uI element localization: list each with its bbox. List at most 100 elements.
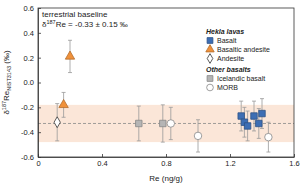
y-title-part: NIST3143: [6, 66, 12, 91]
y-title-part: 187: [1, 101, 7, 110]
error-cap: [257, 108, 261, 109]
point: [167, 120, 174, 127]
tick: 0.4: [97, 154, 107, 168]
error-cap: [266, 122, 270, 123]
tick: -0.4: [21, 128, 41, 137]
tick-mark: [294, 154, 295, 157]
error-cap: [55, 103, 59, 104]
tick-mark: [38, 83, 41, 84]
error-cap: [239, 101, 243, 102]
legend-marker: [206, 45, 214, 52]
tick-mark: [166, 154, 167, 157]
error-cap: [55, 140, 59, 141]
tick-mark: [38, 8, 41, 9]
error-cap: [252, 130, 256, 131]
error-cap: [196, 152, 200, 153]
legend-marker: [207, 54, 213, 64]
point: [265, 133, 272, 140]
chart: 0 0.4 0.8 1.2 1.6 -0.6 -0.4 -0.2 0.0 0.2 0.4 0.6 Re …: [0, 0, 300, 185]
x-axis: 0 0.4 0.8 1.2 1.6: [36, 154, 299, 168]
legend-label: Icelandic basalt: [217, 75, 265, 82]
error-cap: [169, 139, 173, 140]
error-cap: [161, 104, 165, 105]
tick: 0.4: [24, 29, 41, 38]
error-cap: [68, 72, 72, 73]
tick-mark: [38, 107, 41, 108]
tick-mark: [230, 154, 231, 157]
y-title-part: Re: [2, 90, 11, 101]
error-cap: [137, 140, 141, 141]
error-cap: [242, 107, 246, 108]
tick: -0.6: [21, 153, 41, 162]
plot-frame: [38, 8, 294, 157]
point: [54, 117, 60, 128]
error-cap: [239, 130, 243, 131]
tick: -0.2: [21, 103, 41, 112]
tick: 1.2: [225, 154, 235, 168]
annotation-part: 187: [46, 19, 55, 25]
tick-label: 1.6: [289, 159, 299, 168]
tick-label: -0.2: [21, 103, 34, 112]
point: [136, 120, 142, 126]
baseline-band: [38, 105, 294, 142]
error-cap: [196, 119, 200, 120]
error-cap: [62, 92, 66, 93]
legend-marker: [207, 84, 214, 91]
error-cap: [260, 98, 264, 99]
error-cap: [137, 106, 141, 107]
point: [65, 51, 74, 59]
annotation: terrestrial baseline: [42, 10, 108, 19]
tick-label: -0.4: [21, 128, 34, 137]
tick-label: 0.4: [97, 159, 107, 168]
annotation-part: Re = -0.33 ± 0.15 ‰: [56, 20, 128, 29]
legend: Hekla lavasBasaltBasaltic andesiteAndesi…: [206, 28, 270, 91]
legend-heading: Hekla lavas: [206, 28, 244, 35]
legend-label: Andesite: [217, 55, 244, 62]
error-cap: [62, 117, 66, 118]
error-cap: [260, 128, 264, 129]
legend-label: MORB: [217, 84, 238, 91]
point: [59, 99, 68, 107]
tick: 0.6: [24, 4, 41, 13]
error-cap: [68, 40, 72, 41]
tick-mark: [102, 154, 103, 157]
tick-mark: [38, 33, 41, 34]
tick: 0.8: [161, 154, 171, 168]
error-cap: [246, 111, 250, 112]
point: [244, 123, 250, 129]
tick: 1.6: [289, 154, 299, 168]
tick-label: -0.6: [21, 153, 34, 162]
legend-marker: [207, 76, 213, 82]
plot-area: [38, 40, 294, 152]
error-cap: [161, 142, 165, 143]
error-cap: [169, 107, 173, 108]
error-cap: [266, 152, 270, 153]
point: [160, 120, 166, 126]
tick: 0.0: [24, 78, 41, 87]
legend-marker: [207, 38, 213, 44]
tick: 0.2: [24, 54, 41, 63]
tick-label: 0.8: [161, 159, 171, 168]
error-cap: [257, 138, 261, 139]
tick-label: 1.2: [225, 159, 235, 168]
legend-heading: Other basalts: [206, 66, 251, 73]
axis-line: [39, 157, 295, 158]
tick-label: 0: [36, 159, 40, 168]
tick-label: 0.4: [24, 29, 34, 38]
legend-label: Basalt: [217, 37, 237, 44]
y-axis: -0.6 -0.4 -0.2 0.0 0.2 0.4 0.6: [21, 4, 41, 162]
annotation: δ187Re = -0.33 ± 0.15 ‰: [42, 19, 128, 29]
tick-mark: [38, 58, 41, 59]
point: [238, 113, 244, 119]
point: [259, 110, 265, 116]
error-cap: [252, 101, 256, 102]
point: [194, 132, 201, 139]
x-axis-title: Re (ng/g): [149, 174, 183, 183]
tick-label: 0.2: [24, 54, 34, 63]
y-axis-title: δ187ReNIST3143 (‰): [1, 50, 12, 115]
tick-label: 0.6: [24, 4, 34, 13]
point: [256, 120, 262, 126]
point: [251, 113, 257, 119]
y-title-part: (‰): [2, 50, 11, 66]
error-cap: [246, 140, 250, 141]
